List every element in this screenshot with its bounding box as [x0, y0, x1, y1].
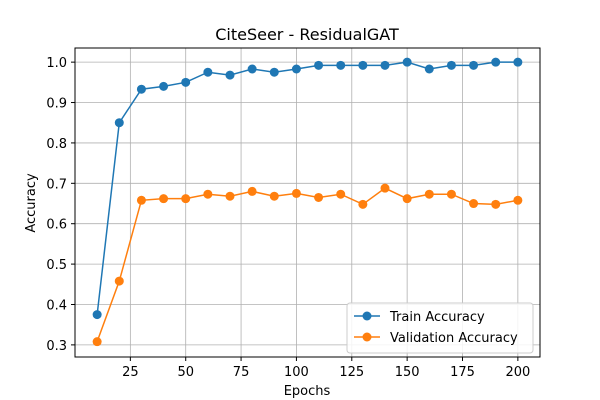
- legend-box: [346, 302, 534, 354]
- data-point: [181, 194, 191, 204]
- data-point: [247, 186, 257, 196]
- data-point: [159, 194, 169, 204]
- data-point: [469, 60, 479, 70]
- ticks: 25 50 75 100 125 150 175 200 0.3 0.4 0.5 0.6 0.7 0.8 0…: [46, 56, 530, 380]
- data-point: [358, 199, 368, 209]
- x-tick-label: 175: [450, 365, 475, 380]
- y-tick-label: 1.0: [46, 56, 67, 71]
- data-point: [114, 118, 124, 128]
- data-point: [203, 67, 213, 77]
- data-point: [402, 57, 412, 67]
- data-point: [114, 276, 124, 286]
- y-axis-label: Accuracy: [24, 173, 39, 233]
- y-tick-label: 0.4: [46, 298, 67, 313]
- data-point: [402, 194, 412, 204]
- data-point: [181, 77, 191, 87]
- x-tick-label: 100: [284, 365, 309, 380]
- x-axis-label: Epochs: [284, 384, 331, 399]
- x-tick-label: 75: [233, 365, 250, 380]
- y-tick-label: 0.8: [46, 137, 67, 152]
- data-point: [446, 60, 456, 70]
- data-point: [446, 189, 456, 199]
- data-point: [291, 64, 301, 74]
- series-line: [96, 61, 518, 315]
- x-tick-label: 50: [177, 365, 194, 380]
- legend-item: Validation Accuracy: [354, 331, 518, 346]
- data-point: [424, 189, 434, 199]
- data-point: [358, 60, 368, 70]
- data-point: [491, 57, 501, 67]
- data-point: [469, 199, 479, 209]
- data-point: [225, 70, 235, 80]
- data-point: [291, 188, 301, 198]
- data-point: [513, 57, 523, 67]
- data-point: [136, 195, 146, 205]
- y-tick-label: 0.6: [46, 218, 67, 233]
- data-point: [203, 189, 213, 199]
- data-point: [424, 64, 434, 74]
- x-tick-label: 150: [395, 365, 420, 380]
- legend-item: Train Accuracy: [354, 310, 485, 325]
- data-point: [247, 64, 257, 74]
- legend-label: Train Accuracy: [389, 310, 485, 325]
- y-tick-label: 0.9: [46, 97, 67, 112]
- x-tick-label: 25: [122, 365, 139, 380]
- data-point: [159, 81, 169, 91]
- data-point: [92, 310, 102, 320]
- data-point: [380, 60, 390, 70]
- x-tick-label: 125: [339, 365, 364, 380]
- series-validation-accuracy: [92, 183, 523, 347]
- chart-title: CiteSeer - ResidualGAT: [215, 25, 399, 44]
- y-tick-label: 0.7: [46, 177, 67, 192]
- series-train-accuracy: [92, 57, 523, 320]
- legend-swatch-marker: [362, 332, 372, 342]
- x-tick-label: 200: [505, 365, 530, 380]
- y-tick-label: 0.3: [46, 339, 67, 354]
- data-point: [314, 192, 324, 202]
- data-point: [269, 191, 279, 201]
- data-point: [513, 195, 523, 205]
- data-point: [136, 84, 146, 94]
- y-tick-label: 0.5: [46, 258, 67, 273]
- series-layer: [92, 57, 523, 347]
- data-point: [225, 191, 235, 201]
- data-point: [92, 337, 102, 347]
- legend-swatch-marker: [362, 311, 372, 321]
- data-point: [336, 189, 346, 199]
- data-point: [314, 60, 324, 70]
- plot-frame: [74, 47, 541, 358]
- data-point: [380, 183, 390, 193]
- legend-label: Validation Accuracy: [390, 331, 518, 346]
- data-point: [336, 60, 346, 70]
- data-point: [491, 199, 501, 209]
- legend: Train Accuracy Validation Accuracy: [346, 302, 534, 354]
- data-point: [269, 67, 279, 77]
